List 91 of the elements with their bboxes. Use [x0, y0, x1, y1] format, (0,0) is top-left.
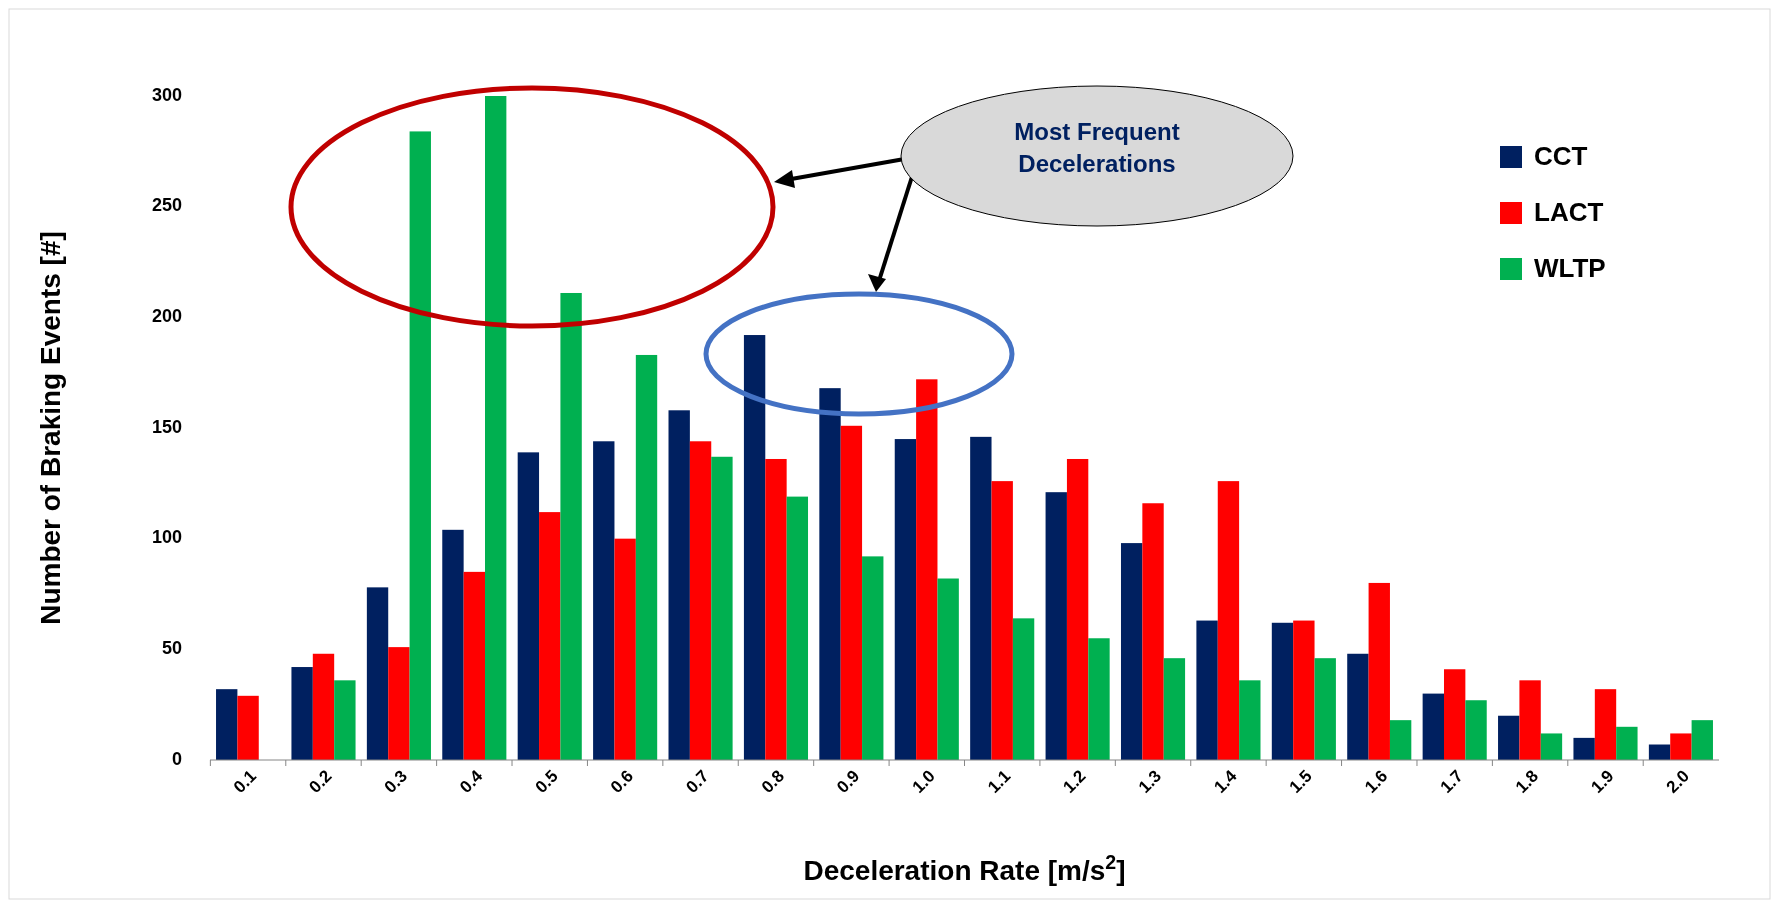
bar: [1088, 638, 1110, 760]
bar: [668, 410, 690, 760]
bar: [1519, 680, 1541, 760]
bar: [409, 131, 431, 760]
x-tick-label: 1.4: [1210, 766, 1241, 797]
bar: [593, 441, 615, 760]
bar: [1163, 658, 1186, 760]
bar: [894, 439, 917, 760]
x-tick-label: 0.1: [229, 766, 261, 797]
bar: [1271, 622, 1294, 760]
bar: [1120, 543, 1143, 760]
bar: [711, 456, 733, 760]
bar: [1540, 733, 1563, 760]
bar: [366, 587, 389, 760]
bar: [937, 578, 959, 760]
bar: [991, 481, 1013, 760]
x-tick-label: 0.8: [757, 766, 788, 797]
bar: [1293, 620, 1315, 760]
x-tick-label: 1.3: [1134, 766, 1166, 797]
x-tick-label: 1.7: [1436, 766, 1467, 797]
bar: [1217, 481, 1240, 760]
bar: [1691, 720, 1713, 760]
bar: [786, 496, 809, 760]
bar: [560, 292, 582, 760]
y-tick-label: 0: [171, 748, 182, 769]
bar: [237, 695, 259, 760]
bar: [216, 689, 238, 760]
bar: [1066, 458, 1089, 760]
x-tick-label: 2.0: [1662, 766, 1693, 797]
bar: [1368, 582, 1390, 760]
bar: [539, 512, 561, 760]
bar: [517, 452, 540, 760]
legend-label: LACT: [1534, 196, 1604, 227]
annotation: Most Frequent Decelerations: [1014, 118, 1180, 177]
bar: [689, 441, 712, 760]
bar: [862, 556, 884, 760]
x-tick-label: 1.6: [1361, 766, 1392, 797]
bar: [334, 680, 356, 760]
legend-label: CCT: [1534, 140, 1588, 171]
x-tick-label: 0.5: [531, 766, 562, 797]
bar: [743, 335, 766, 760]
bar: [1594, 689, 1617, 760]
bar: [1196, 620, 1218, 760]
x-tick-label: 1.1: [984, 766, 1015, 797]
bar: [1389, 720, 1412, 760]
x-tick-label: 0.9: [833, 766, 864, 797]
bar: [1498, 715, 1520, 760]
x-tick-label: 1.0: [908, 766, 939, 797]
x-tick-label: 1.9: [1587, 766, 1618, 797]
bar: [1422, 693, 1444, 760]
bar: [840, 425, 863, 760]
x-tick-label: 0.2: [305, 766, 336, 797]
bar: [765, 458, 787, 760]
bar: [1616, 726, 1638, 760]
bar: [1314, 658, 1336, 760]
bar: [1239, 680, 1261, 760]
bar: [1045, 492, 1067, 760]
y-tick-label: 300: [151, 84, 182, 105]
bar: [1347, 653, 1369, 760]
bar: [614, 538, 636, 760]
bar: [635, 354, 658, 760]
y-tick-label: 150: [151, 416, 182, 437]
x-tick-label: 0.4: [456, 766, 487, 797]
bar: [442, 529, 464, 760]
bar: [291, 667, 313, 760]
x-tick-label: 1.5: [1285, 766, 1316, 797]
bar: [312, 653, 335, 760]
y-tick-label: 250: [151, 195, 182, 216]
bar: [1142, 503, 1164, 760]
y-tick-label: 200: [151, 306, 182, 327]
bar: [463, 571, 485, 760]
bar: [1573, 737, 1595, 760]
bar: [1465, 700, 1487, 760]
bar: [1670, 733, 1692, 760]
bar: [388, 647, 410, 760]
bar: [485, 96, 507, 760]
bar: [1444, 669, 1466, 760]
bar: [970, 436, 992, 760]
y-tick-label: 100: [151, 527, 182, 548]
x-tick-label: 0.7: [682, 766, 713, 797]
x-tick-label: 1.2: [1059, 766, 1090, 797]
x-tick-label: 1.8: [1511, 766, 1543, 797]
y-tick-label: 50: [161, 638, 182, 659]
x-tick-label: 0.3: [380, 766, 411, 797]
x-tick-label: 0.6: [606, 766, 638, 797]
bar: [819, 388, 841, 760]
y-axis-title: Number of Braking Events [#]: [35, 231, 66, 625]
bar: [916, 379, 938, 760]
x-axis-title: Deceleration Rate [m/s$^{2}$]: [803, 851, 1126, 886]
bar: [1012, 618, 1035, 760]
legend-label: WLTP: [1534, 252, 1606, 283]
